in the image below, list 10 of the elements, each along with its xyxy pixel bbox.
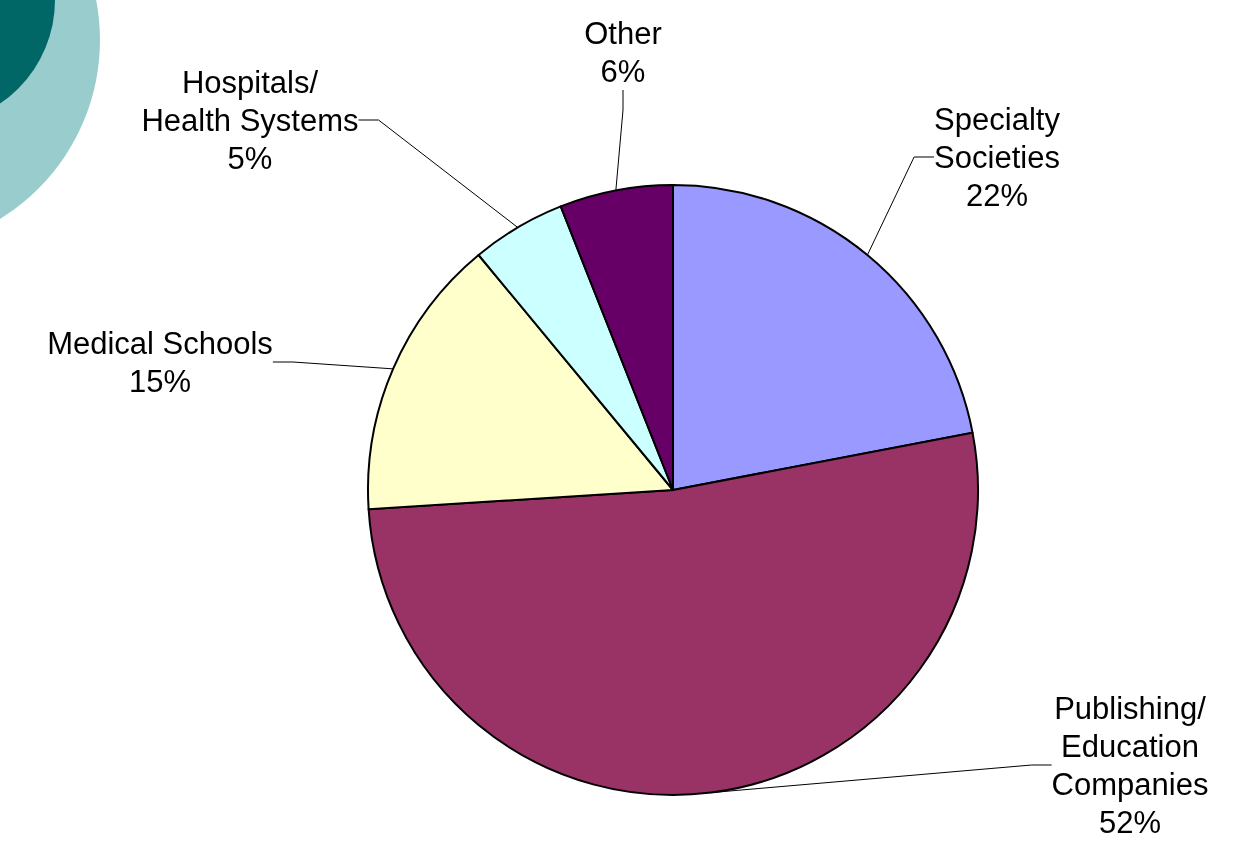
slice-label: Specialty Societies bbox=[934, 101, 1061, 175]
data-label: 6% bbox=[600, 53, 646, 89]
slice-label: Medical Schools bbox=[47, 325, 273, 361]
slice-label: Other bbox=[584, 15, 662, 51]
slice-label: Publishing/ Education Companies bbox=[1051, 690, 1209, 802]
data-label: 22% bbox=[965, 177, 1029, 213]
data-label: 15% bbox=[128, 363, 192, 399]
data-label: 5% bbox=[227, 140, 273, 176]
data-label: 52% bbox=[1098, 804, 1162, 840]
slice-label: Hospitals/ Health Systems bbox=[141, 64, 359, 138]
